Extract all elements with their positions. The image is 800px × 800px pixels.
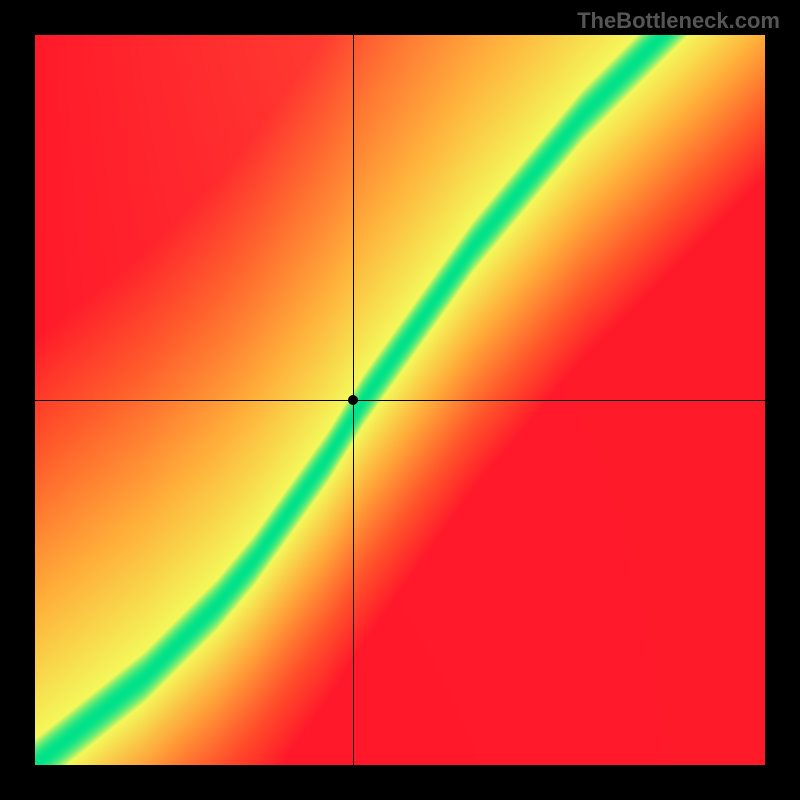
- bottleneck-heatmap: [35, 35, 765, 765]
- selection-marker: [348, 395, 358, 405]
- crosshair-horizontal: [35, 400, 765, 401]
- watermark-text: TheBottleneck.com: [577, 8, 780, 34]
